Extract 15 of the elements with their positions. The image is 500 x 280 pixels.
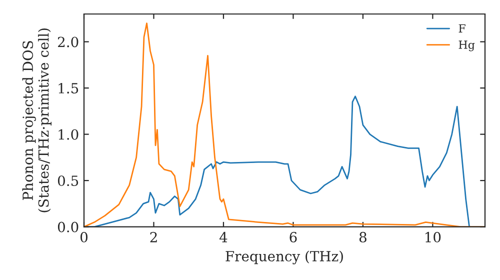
- x-tick-label: 10: [426, 232, 441, 242]
- x-tick-label: 6: [290, 232, 297, 242]
- x-tick-label: 4: [219, 232, 228, 242]
- legend-label: F: [458, 24, 466, 32]
- x-tick-label: 0: [80, 232, 88, 242]
- y-tick-label: 1.5: [58, 82, 78, 94]
- y-tick-label: 0.0: [58, 222, 78, 232]
- y-tick-label: 0.5: [58, 176, 78, 186]
- x-axis-title: Frequency (THz): [226, 250, 343, 264]
- legend-label: Hg: [458, 40, 475, 52]
- y-axis-title: Phonon projected DOS (States/THz·primitive cell): [22, 28, 52, 212]
- y-tick-label: 2.0: [58, 36, 78, 48]
- y-tick-label: 1.0: [58, 129, 78, 140]
- x-tick-label: 2: [150, 232, 157, 242]
- x-tick-label: 8: [359, 232, 366, 242]
